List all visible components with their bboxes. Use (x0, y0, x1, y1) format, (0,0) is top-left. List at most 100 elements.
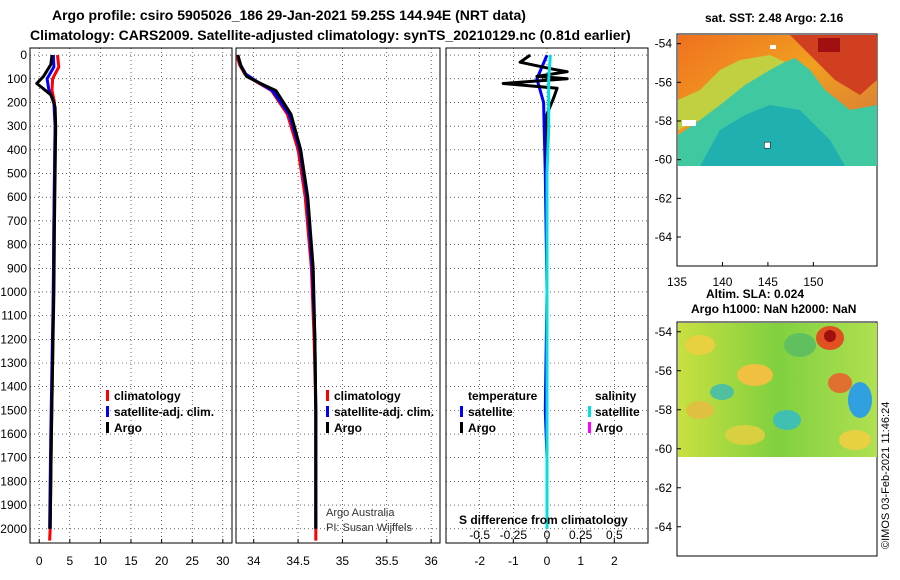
legend-swatch-satellite-adj-2 (326, 406, 329, 417)
map-y-tick-label: -56 (655, 364, 673, 378)
map-x-tick-label: 135 (667, 275, 687, 289)
sst-warm-region (790, 35, 877, 95)
legend-swatch-argo (106, 422, 109, 433)
legend-label-temp-satellite: satellite (468, 405, 513, 419)
sla-blob (784, 333, 816, 357)
sla-blob (685, 335, 715, 355)
legend-label-satellite-adj-2: satellite-adj. clim. (334, 405, 434, 419)
sla-blob (725, 425, 765, 445)
sst-hot-spot (818, 38, 840, 52)
series-line-argo (236, 54, 318, 529)
legend-label-sal-satellite: satellite (595, 405, 640, 419)
difference-legend: temperature satellite Argo salinity sate… (460, 389, 640, 435)
header-line-1: Argo profile: csiro 5905026_186 29-Jan-2… (52, 7, 526, 23)
sst-land-patch-2 (770, 45, 776, 49)
y-tick-label: 700 (7, 214, 27, 228)
y-tick-label: 2000 (0, 522, 27, 536)
legend-label-temp-argo: Argo (468, 421, 496, 435)
map-y-tick-label: -60 (655, 153, 673, 167)
sla-positive-anomaly (828, 373, 852, 393)
x-tick-label: 25 (186, 554, 200, 568)
x-tick-label: 5 (66, 554, 73, 568)
map-y-tick-label: -58 (655, 403, 673, 417)
sla-map-title: Altim. SLA: 0.024 (706, 287, 804, 301)
temperature-legend: climatology satellite-adj. clim. Argo (106, 389, 214, 435)
sst-cold-core (700, 105, 845, 166)
map-x-tick-label: 150 (803, 275, 823, 289)
difference-axis-title: S difference from climatology (459, 513, 628, 527)
y-tick-label: 1300 (0, 356, 27, 370)
legend-swatch-temp-satellite (460, 406, 463, 417)
map-y-tick-label: -56 (655, 75, 673, 89)
salinity-diff-tick-label: 0.25 (569, 528, 593, 542)
y-tick-label: 1500 (0, 403, 27, 417)
legend-label-argo-2: Argo (334, 421, 362, 435)
y-tick-label: 1400 (0, 380, 27, 394)
difference-panel: -2 -1 0 1 2 temperature satellite Argo salin… (445, 47, 649, 568)
sla-heatmap (678, 323, 877, 457)
sla-negative-anomaly (848, 382, 872, 418)
x-tick-label: 10 (94, 554, 108, 568)
y-tick-label: 1700 (0, 451, 27, 465)
salinity-plot-frame (235, 47, 441, 544)
y-tick-label: 600 (7, 190, 27, 204)
salinity-diff-tick-label: 0 (544, 528, 551, 542)
x-tick-label: 20 (155, 554, 169, 568)
y-tick-label: 1100 (1, 309, 27, 323)
legend-swatch-climatology-2 (326, 390, 329, 401)
legend-swatch-argo-2 (326, 422, 329, 433)
credit-argo-australia: Argo Australia (326, 507, 395, 519)
y-tick-label: 1800 (0, 474, 27, 488)
sst-heatmap (678, 35, 877, 166)
sla-blob (737, 364, 773, 386)
legend-label-climatology: climatology (114, 389, 181, 403)
x-tick-label: 2 (611, 554, 618, 568)
legend-swatch-sal-satellite (588, 406, 591, 417)
salinity-diff-tick-label: -0.25 (500, 528, 528, 542)
y-tick-label: 1200 (0, 332, 27, 346)
sla-blob (839, 430, 871, 450)
series-line-climatology (236, 54, 318, 541)
map-y-tick-label: -58 (655, 114, 673, 128)
legend-swatch-temp-argo (460, 422, 463, 433)
legend-label-satellite-adj: satellite-adj. clim. (114, 405, 214, 419)
x-tick-label: -2 (474, 554, 485, 568)
x-tick-label: 0 (36, 554, 43, 568)
sla-blob (773, 410, 801, 430)
y-tick-label: 1900 (0, 498, 27, 512)
sst-green-band (678, 55, 785, 130)
temperature-panel: 0100200300400500600700800900100011001200… (0, 47, 233, 568)
x-tick-label: 35 (336, 554, 350, 568)
map-y-tick-label: -60 (655, 442, 673, 456)
map-y-tick-label: -62 (655, 481, 673, 495)
x-tick-label: 30 (216, 554, 230, 568)
x-tick-label: 0 (544, 554, 551, 568)
y-tick-label: 0 (20, 48, 27, 62)
argo-position-marker (764, 141, 771, 149)
legend-swatch-climatology (106, 390, 109, 401)
map-y-tick-label: -62 (655, 191, 673, 205)
y-tick-label: 900 (7, 261, 27, 275)
legend-title-salinity: salinity (595, 389, 637, 403)
map-y-tick-label: -64 (655, 520, 673, 534)
salinity-legend: climatology satellite-adj. clim. Argo (326, 389, 434, 435)
sla-map-subtitle: Argo h1000: NaN h2000: NaN (691, 302, 856, 316)
x-tick-label: 34 (247, 554, 261, 568)
y-tick-label: 500 (7, 167, 27, 181)
y-tick-label: 800 (7, 238, 27, 252)
header-line-2: Climatology: CARS2009. Satellite-adjuste… (30, 27, 631, 43)
x-tick-label: 34.5 (286, 554, 310, 568)
map-y-tick-label: -54 (655, 325, 673, 339)
sla-positive-core (824, 330, 836, 342)
sla-blob (710, 384, 734, 400)
map-y-tick-label: -64 (655, 230, 673, 244)
credit-pi: PI: Susan Wijffels (326, 522, 412, 534)
x-tick-label: 1 (577, 554, 584, 568)
imos-credit: ©IMOS 03-Feb-2021 11:46:24 (880, 402, 892, 549)
map-x-tick-label: 140 (712, 275, 732, 289)
sla-map-panel: Altim. SLA: 0.024 Argo h1000: NaN h2000:… (655, 287, 892, 557)
y-tick-label: 300 (7, 119, 27, 133)
x-tick-label: 15 (124, 554, 138, 568)
y-tick-label: 100 (7, 72, 27, 86)
series-line-temperature-argo (501, 53, 569, 174)
